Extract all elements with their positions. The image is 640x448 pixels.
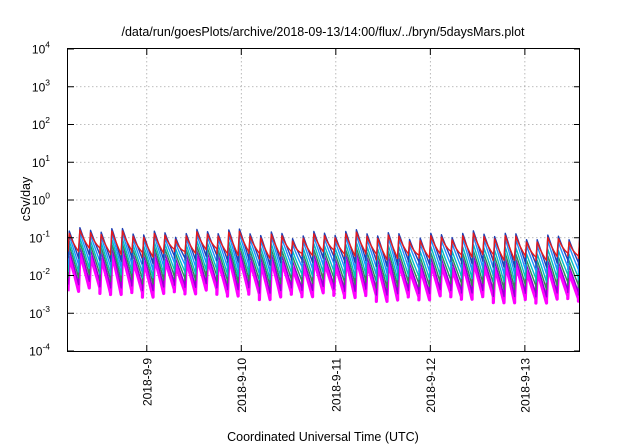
y-tick-label: 10-3 [29, 304, 50, 321]
y-tick-label: 10-4 [29, 342, 50, 359]
series-line-2 [68, 246, 580, 298]
y-axis: 10-4 10-3 10-2 10-1 100 101 102 103 104 [29, 40, 580, 359]
series-line-1 [68, 252, 580, 305]
series-line-7 [68, 229, 580, 262]
x-tick-label: 2018-9-9 [140, 358, 154, 406]
x-tick-label: 2018-9-10 [235, 358, 249, 413]
chart-title: /data/run/goesPlots/archive/2018-09-13/1… [121, 25, 525, 39]
y-axis-label: cSv/day [19, 176, 33, 221]
series-line-3 [68, 242, 580, 291]
y-tick-label: 101 [32, 153, 50, 170]
series-group [68, 226, 580, 305]
x-tick-label: 2018-9-11 [329, 358, 343, 412]
y-tick-label: 104 [32, 40, 50, 57]
x-axis-label: Coordinated Universal Time (UTC) [227, 430, 419, 444]
x-axis: 2018-9-9 2018-9-10 2018-9-11 2018-9-12 2018-… [140, 49, 532, 413]
grid [68, 49, 580, 351]
series-line-5 [68, 232, 580, 275]
y-tick-label: 103 [32, 77, 50, 94]
y-tick-label: 10-1 [29, 228, 50, 245]
x-tick-label: 2018-9-13 [518, 358, 532, 413]
y-tick-label: 100 [32, 191, 50, 208]
y-tick-label: 102 [32, 115, 50, 132]
series-line-4 [68, 237, 580, 283]
y-tick-label: 10-2 [29, 266, 50, 283]
x-tick-label: 2018-9-12 [424, 358, 438, 413]
